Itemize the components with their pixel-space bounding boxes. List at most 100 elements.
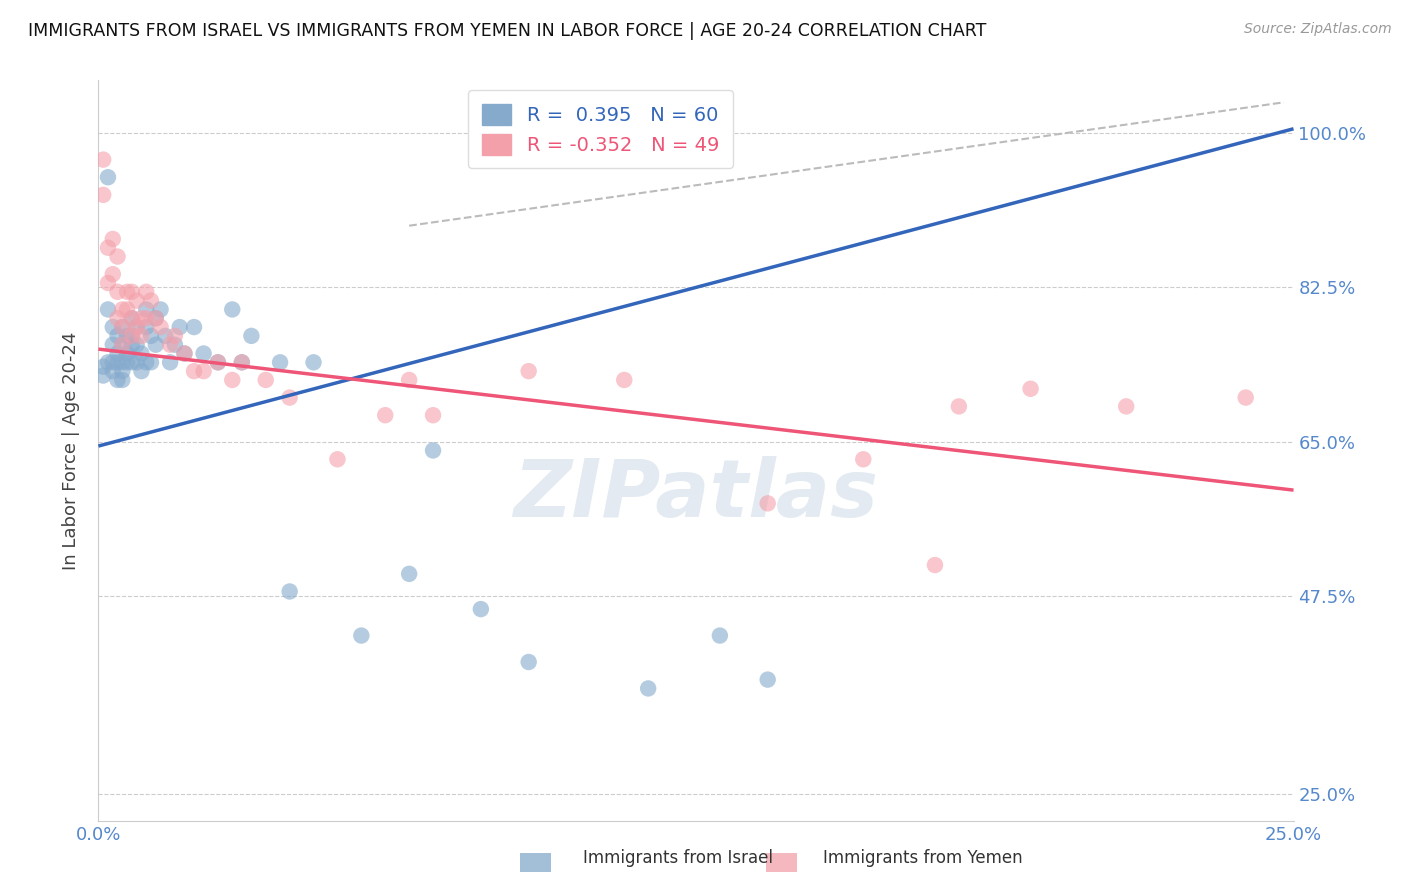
Point bbox=[149, 302, 172, 317]
Point bbox=[169, 320, 191, 334]
Point bbox=[107, 373, 129, 387]
Point bbox=[163, 337, 186, 351]
Point bbox=[422, 443, 444, 458]
Point bbox=[135, 302, 157, 317]
Point bbox=[613, 373, 636, 387]
Point bbox=[101, 232, 124, 246]
Point bbox=[1019, 382, 1042, 396]
Point bbox=[149, 320, 172, 334]
Point bbox=[173, 346, 195, 360]
Point bbox=[193, 346, 215, 360]
Point bbox=[107, 285, 129, 299]
Point bbox=[254, 373, 277, 387]
Point bbox=[517, 364, 540, 378]
Point bbox=[183, 320, 205, 334]
Point bbox=[139, 329, 162, 343]
Point bbox=[91, 368, 114, 383]
Point bbox=[1234, 391, 1257, 405]
Point bbox=[709, 628, 731, 642]
Point bbox=[756, 496, 779, 510]
Point bbox=[470, 602, 492, 616]
Point bbox=[97, 355, 120, 369]
Point bbox=[163, 329, 186, 343]
Point bbox=[207, 355, 229, 369]
Point bbox=[91, 359, 114, 374]
Point bbox=[135, 320, 157, 334]
Point bbox=[207, 355, 229, 369]
Point bbox=[107, 355, 129, 369]
Point bbox=[121, 355, 143, 369]
Point bbox=[131, 364, 153, 378]
Point bbox=[948, 400, 970, 414]
Point bbox=[269, 355, 291, 369]
Point bbox=[111, 302, 134, 317]
Point bbox=[121, 311, 143, 326]
Point bbox=[231, 355, 253, 369]
Point bbox=[125, 355, 148, 369]
Point bbox=[173, 346, 195, 360]
Point bbox=[101, 337, 124, 351]
Point bbox=[131, 329, 153, 343]
Point bbox=[221, 302, 243, 317]
Point bbox=[121, 337, 143, 351]
Text: IMMIGRANTS FROM ISRAEL VS IMMIGRANTS FROM YEMEN IN LABOR FORCE | AGE 20-24 CORRE: IMMIGRANTS FROM ISRAEL VS IMMIGRANTS FRO… bbox=[28, 22, 987, 40]
Point bbox=[121, 329, 143, 343]
Point bbox=[121, 285, 143, 299]
Point bbox=[107, 250, 129, 264]
Point bbox=[97, 276, 120, 290]
Point bbox=[159, 355, 181, 369]
Point bbox=[111, 364, 134, 378]
Point bbox=[852, 452, 875, 467]
Point bbox=[302, 355, 325, 369]
Point bbox=[107, 346, 129, 360]
Y-axis label: In Labor Force | Age 20-24: In Labor Force | Age 20-24 bbox=[62, 331, 80, 570]
Point bbox=[131, 311, 153, 326]
Point bbox=[107, 329, 129, 343]
Point bbox=[139, 355, 162, 369]
Point bbox=[155, 329, 177, 343]
Point bbox=[125, 337, 148, 351]
Point bbox=[111, 337, 134, 351]
Point bbox=[97, 241, 120, 255]
Point bbox=[115, 329, 138, 343]
Point bbox=[278, 584, 301, 599]
Point bbox=[107, 311, 129, 326]
Text: Source: ZipAtlas.com: Source: ZipAtlas.com bbox=[1244, 22, 1392, 37]
Point bbox=[1115, 400, 1137, 414]
Point bbox=[131, 346, 153, 360]
Point bbox=[145, 311, 167, 326]
Point bbox=[145, 311, 167, 326]
Point bbox=[125, 293, 148, 308]
Point bbox=[121, 311, 143, 326]
Point bbox=[231, 355, 253, 369]
Point bbox=[326, 452, 349, 467]
Point bbox=[278, 391, 301, 405]
Point bbox=[115, 302, 138, 317]
Point bbox=[111, 373, 134, 387]
Point bbox=[139, 293, 162, 308]
Point bbox=[101, 267, 124, 281]
Point bbox=[97, 170, 120, 185]
Point bbox=[111, 320, 134, 334]
Point bbox=[159, 337, 181, 351]
Point bbox=[97, 302, 120, 317]
Point bbox=[111, 355, 134, 369]
Point bbox=[350, 628, 373, 642]
Point bbox=[125, 320, 148, 334]
Point bbox=[121, 329, 143, 343]
Point bbox=[115, 355, 138, 369]
Text: Immigrants from Israel: Immigrants from Israel bbox=[583, 849, 773, 867]
Point bbox=[111, 320, 134, 334]
Point bbox=[193, 364, 215, 378]
Point bbox=[115, 346, 138, 360]
Point bbox=[398, 566, 420, 581]
Point bbox=[924, 558, 946, 572]
Point bbox=[637, 681, 659, 696]
Point bbox=[183, 364, 205, 378]
Point bbox=[135, 355, 157, 369]
Point bbox=[135, 285, 157, 299]
Point bbox=[115, 285, 138, 299]
Point bbox=[101, 355, 124, 369]
Text: Immigrants from Yemen: Immigrants from Yemen bbox=[823, 849, 1022, 867]
Point bbox=[111, 337, 134, 351]
